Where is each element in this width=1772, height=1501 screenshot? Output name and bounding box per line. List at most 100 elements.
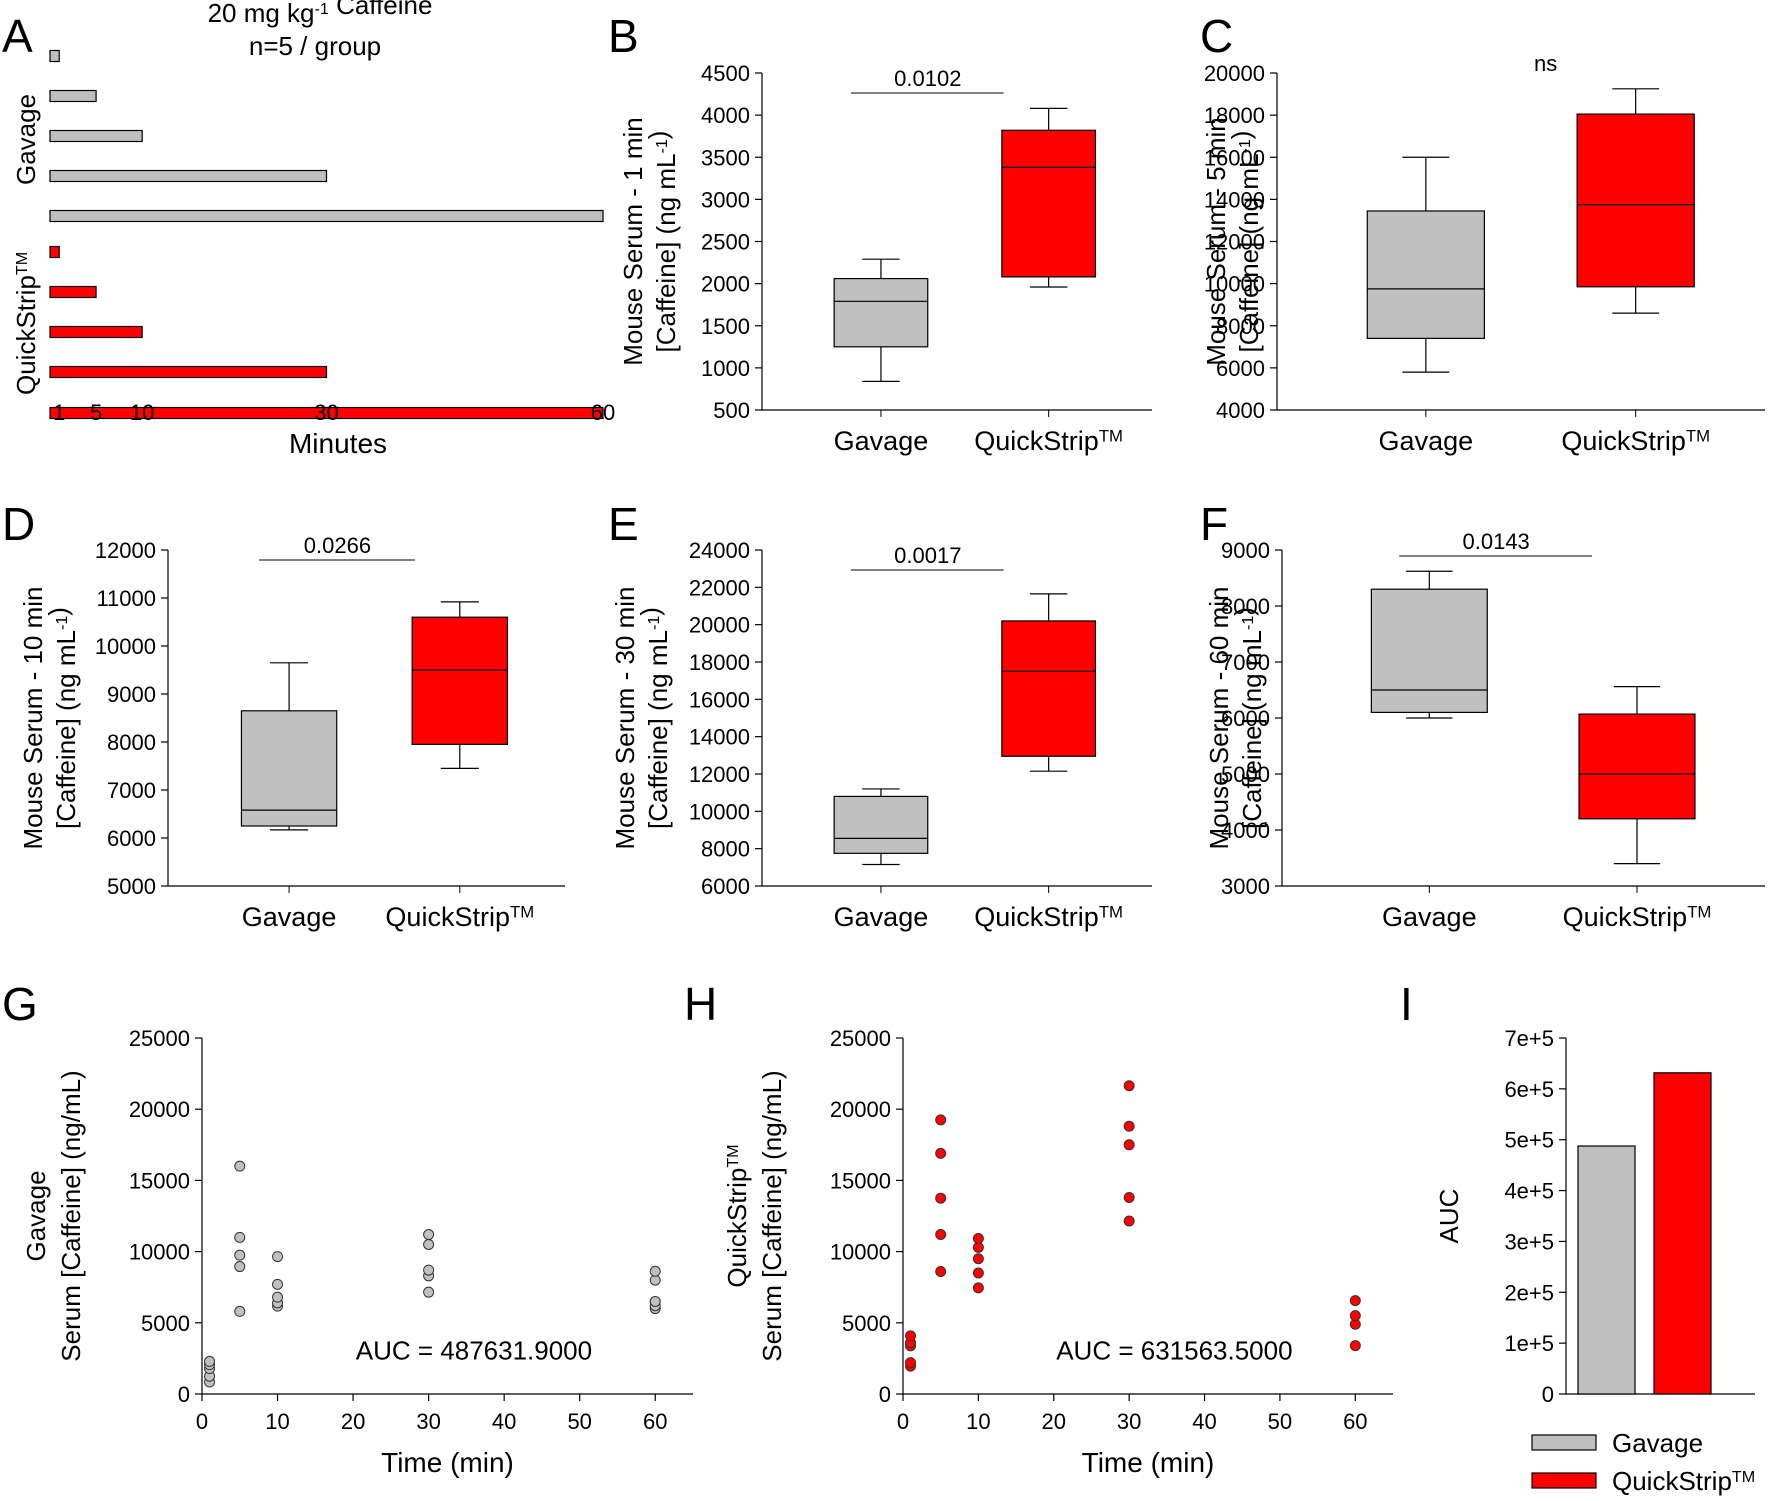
panel-i-bar — [1577, 1145, 1636, 1395]
panel-g-x-tick: 20 — [341, 1409, 365, 1434]
panel-a-group-label-quickstrip: QuickStripTM — [11, 252, 41, 395]
panel-g-data-point — [423, 1229, 435, 1241]
legend-label: QuickStripTM — [1612, 1466, 1755, 1496]
panel-d-boxplot-10min: 5000 6000 7000 8000 9000 10000 11000 12000 Gavag… — [18, 533, 565, 932]
panel-g-y-tick: 10000 — [129, 1240, 190, 1265]
panel-b-y-tick: 500 — [713, 398, 750, 423]
panel-c-y-label-line2: [Caffeine] (ng mL-1) — [1226, 131, 1264, 353]
panel-d-category-label: QuickStripTM — [385, 902, 534, 932]
panel-g-y-tick: 20000 — [129, 1097, 190, 1122]
panel-g-data-point — [204, 1355, 216, 1367]
panel-c-y-tick: 18000 — [1204, 103, 1265, 128]
panel-g-data-point — [272, 1291, 284, 1303]
panel-c-y-tick: 20000 — [1204, 61, 1265, 86]
panel-g-x-tick: 30 — [416, 1409, 440, 1434]
panel-b-y-tick: 1500 — [701, 314, 750, 339]
panel-c-y-tick: 16000 — [1204, 145, 1265, 170]
panel-label-d: D — [2, 498, 35, 550]
legend: Gavage QuickStripTM — [1531, 1428, 1755, 1496]
panel-e-y-tick: 12000 — [689, 762, 750, 787]
panel-h-data-point — [905, 1357, 917, 1369]
panel-c-y-label-line1: Mouse Serum - 5 min — [1201, 117, 1231, 366]
panel-h-data-point — [972, 1253, 984, 1265]
panel-i-y-tick: 5e+5 — [1504, 1128, 1554, 1153]
panel-h-data-point — [935, 1114, 947, 1126]
panel-h-data-point — [1349, 1340, 1361, 1352]
panel-h-data-point — [1123, 1139, 1135, 1151]
panel-g-y-tick: 25000 — [129, 1026, 190, 1051]
panel-h-data-point — [935, 1266, 947, 1278]
panel-c-category-label: Gavage — [1379, 426, 1474, 456]
legend-label: Gavage — [1612, 1428, 1703, 1458]
panel-a-bar — [49, 209, 604, 223]
panel-h-data-point — [1349, 1310, 1361, 1322]
panel-g-x-tick: 50 — [567, 1409, 591, 1434]
panel-a-title: 20 mg kg-1 Caffeine — [208, 0, 433, 28]
panel-b-category-label: QuickStripTM — [974, 426, 1123, 456]
panel-b-box — [1001, 129, 1097, 278]
panel-b-box — [833, 277, 929, 348]
panel-label-i: I — [1400, 978, 1413, 1030]
panel-d-p-value: 0.0266 — [304, 533, 371, 558]
panel-h-data-point — [1123, 1215, 1135, 1227]
panel-i-y-tick: 0 — [1542, 1382, 1554, 1407]
panel-e-category-label: QuickStripTM — [974, 902, 1123, 932]
panel-h-y-tick: 20000 — [830, 1097, 891, 1122]
panel-i-bar — [1653, 1072, 1712, 1395]
panel-e-y-label-line1: Mouse Serum - 30 min — [610, 587, 640, 850]
panel-g-y-tick: 0 — [178, 1382, 190, 1407]
panel-h-scatter-quickstrip: 0 5000 10000 15000 20000 25000 0 10 20 30 40 50 60 AU… — [722, 1026, 1393, 1478]
panel-h-data-point — [1123, 1080, 1135, 1092]
panel-d-y-tick: 10000 — [95, 634, 156, 659]
panel-d-category-label: Gavage — [242, 902, 337, 932]
panel-h-y-label-line2: Serum [Caffeine] (ng/mL) — [757, 1070, 787, 1361]
panel-e-category-label: Gavage — [834, 902, 929, 932]
panel-c-box — [1576, 113, 1695, 288]
panel-h-data-point — [972, 1232, 984, 1244]
panel-b-y-tick: 3500 — [701, 145, 750, 170]
panel-g-x-tick: 10 — [265, 1409, 289, 1434]
panel-g-data-point — [234, 1305, 246, 1317]
panel-e-y-tick: 16000 — [689, 687, 750, 712]
panel-d-y-tick: 7000 — [107, 778, 156, 803]
panel-d-y-label-line1: Mouse Serum - 10 min — [18, 587, 48, 850]
panel-g-data-point — [272, 1251, 284, 1263]
panel-e-y-label-line2: [Caffeine] (ng mL-1) — [635, 607, 673, 829]
panel-d-y-tick: 5000 — [107, 874, 156, 899]
panel-label-f: F — [1200, 498, 1228, 550]
panel-g-data-point — [234, 1231, 246, 1243]
panel-c-y-tick: 8000 — [1216, 314, 1265, 339]
panel-i-y-label: AUC — [1434, 1189, 1464, 1244]
panel-c-boxplot-5min: 4000 6000 8000 10000 12000 14000 16000 18000 200… — [1201, 51, 1765, 456]
panel-label-g: G — [2, 978, 38, 1030]
panel-f-y-tick: 7000 — [1221, 650, 1270, 675]
panel-f-category-label: Gavage — [1382, 902, 1477, 932]
panel-c-y-tick: 10000 — [1204, 272, 1265, 297]
panel-e-y-tick: 10000 — [689, 799, 750, 824]
panel-g-x-tick: 0 — [196, 1409, 208, 1434]
panel-b-y-label-line1: Mouse Serum - 1 min — [618, 117, 648, 366]
panel-f-p-value: 0.0143 — [1463, 529, 1530, 554]
panel-e-boxplot-30min: 6000 8000 10000 12000 14000 16000 18000 20000 22… — [610, 538, 1152, 932]
panel-d-y-tick: 6000 — [107, 826, 156, 851]
panel-d-y-tick: 11000 — [96, 586, 156, 611]
panel-e-y-tick: 14000 — [689, 725, 750, 750]
panel-g-data-point — [234, 1261, 246, 1273]
panel-g-data-point — [272, 1278, 284, 1290]
panel-i-y-tick: 2e+5 — [1504, 1280, 1554, 1305]
panel-f-box — [1578, 713, 1696, 820]
panel-g-y-tick: 15000 — [129, 1168, 190, 1193]
panel-g-y-tick: 5000 — [141, 1311, 190, 1336]
panel-b-p-value: 0.0102 — [894, 66, 961, 91]
panel-f-category-label: QuickStripTM — [1563, 902, 1712, 932]
panel-a-dosing-timeline: 20 mg kg-1 Caffeine n=5 / group Gavage Quic… — [11, 0, 615, 459]
panel-f-y-tick: 5000 — [1221, 762, 1270, 787]
panel-g-auc-annotation: AUC = 487631.9000 — [356, 1335, 592, 1365]
panel-i-auc-bars: 0 1e+5 2e+5 3e+5 4e+5 5e+5 6e+5 7e+5 AUC — [1434, 1026, 1755, 1407]
panel-c-significance: ns — [1534, 51, 1557, 76]
panel-g-data-point — [234, 1249, 246, 1261]
panel-c-y-tick: 14000 — [1204, 187, 1265, 212]
panel-h-x-tick: 60 — [1343, 1409, 1367, 1434]
panel-i-y-tick: 4e+5 — [1504, 1179, 1554, 1204]
panel-h-y-tick: 5000 — [842, 1311, 891, 1336]
